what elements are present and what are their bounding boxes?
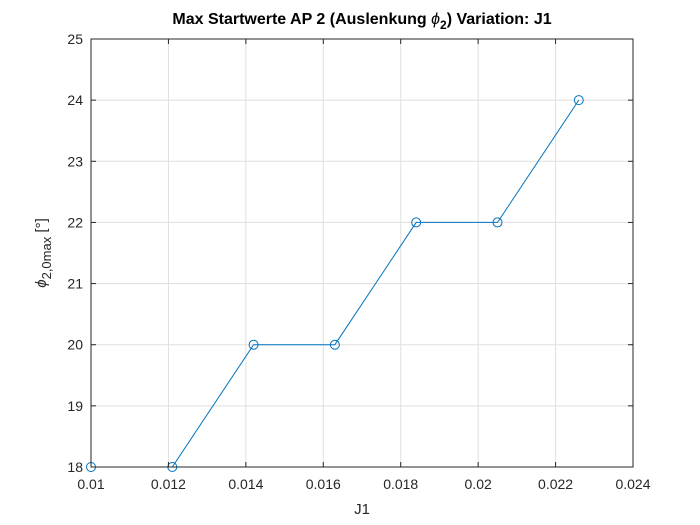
data-point-marker <box>573 95 584 106</box>
x-tick-label: 0.014 <box>228 476 263 492</box>
x-tick-label: 0.012 <box>151 476 186 492</box>
data-point-marker <box>411 217 422 228</box>
x-tick-label: 0.016 <box>306 476 341 492</box>
y-tick-label: 18 <box>67 459 83 475</box>
y-tick-label: 19 <box>67 398 83 414</box>
data-point-marker <box>248 339 259 350</box>
y-tick-label: 22 <box>67 214 83 230</box>
y-tick-label: 21 <box>67 276 83 292</box>
x-tick-label: 0.024 <box>615 476 650 492</box>
y-tick-label: 24 <box>67 92 83 108</box>
y-tick-label: 23 <box>67 153 83 169</box>
y-axis-unit: [°] <box>33 218 50 237</box>
data-point-marker <box>492 217 503 228</box>
tick-layer: 0.01 0.012 0.014 0.016 0.018 0.02 0.022 0.024 18… <box>67 31 650 492</box>
x-tick-label: 0.02 <box>465 476 492 492</box>
y-tick-label: 20 <box>67 337 83 353</box>
x-tick-label: 0.022 <box>538 476 573 492</box>
x-tick-label: 0.01 <box>77 476 104 492</box>
title-phi-symbol: ϕ <box>431 11 440 28</box>
plot-area <box>91 39 633 467</box>
y-axis-label: ϕ2,0max [°] <box>33 218 54 288</box>
title-suffix: ) Variation: J1 <box>447 11 552 28</box>
y-axis-subscript: 2,0max <box>39 236 54 279</box>
chart-title: Max Startwerte AP 2 (Auslenkung ϕ2) Vari… <box>172 11 551 32</box>
data-point-marker <box>329 339 340 350</box>
x-tick-label: 0.018 <box>383 476 418 492</box>
y-tick-label: 25 <box>67 31 83 47</box>
title-subscript: 2 <box>440 18 447 32</box>
title-prefix: Max Startwerte AP 2 (Auslenkung <box>172 11 431 28</box>
y-axis-symbol: ϕ <box>33 279 50 287</box>
axes-frame <box>90 38 634 468</box>
x-axis-label: J1 <box>354 501 370 518</box>
